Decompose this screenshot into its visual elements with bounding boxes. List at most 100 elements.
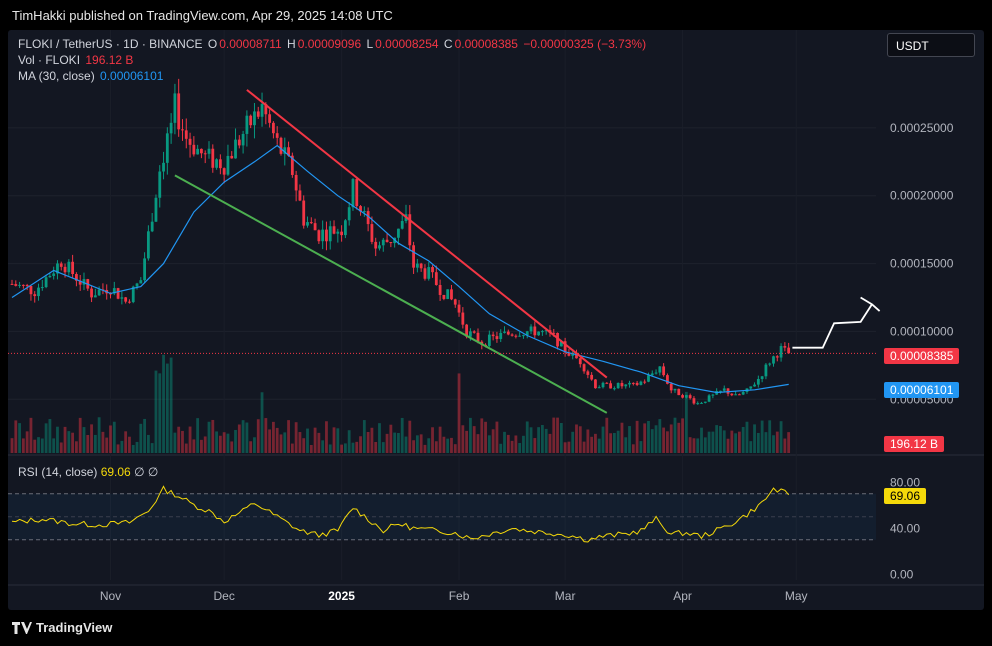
candle-body xyxy=(14,284,18,286)
candle-body xyxy=(97,289,101,296)
volume-bar xyxy=(548,433,552,453)
candle-body xyxy=(787,347,791,354)
candle-body xyxy=(230,155,234,159)
volume-bar xyxy=(215,431,218,453)
candle-body xyxy=(692,398,696,404)
candle-body xyxy=(563,341,567,353)
candle-body xyxy=(131,286,135,303)
candle-body xyxy=(234,139,237,159)
volume-bar xyxy=(578,426,582,453)
volume-bar xyxy=(48,419,52,453)
candle-body xyxy=(779,346,783,358)
volume-bar xyxy=(317,432,321,453)
candle-body xyxy=(397,228,400,238)
tradingview-logo-text: TradingView xyxy=(36,620,113,635)
volume-bar xyxy=(59,442,63,453)
tradingview-logo[interactable]: TradingView xyxy=(12,620,112,635)
price-tag: 0.00008385 xyxy=(884,348,960,364)
candle-body xyxy=(18,284,21,286)
candle-body xyxy=(44,277,48,288)
volume-bar xyxy=(510,440,514,453)
candle-body xyxy=(620,382,624,387)
volume-bar xyxy=(154,370,158,453)
candle-body xyxy=(116,288,120,299)
volume-bar xyxy=(586,429,590,453)
support-trendline xyxy=(174,174,608,414)
candle-body xyxy=(181,129,184,131)
volume-bar xyxy=(218,435,222,453)
volume-bar xyxy=(116,444,120,453)
volume-bar xyxy=(290,443,294,453)
rsi-tick-label: 80.00 xyxy=(890,475,920,489)
candle-body xyxy=(40,287,44,289)
price-tick-label: 0.00015000 xyxy=(890,257,954,271)
volume-bar xyxy=(768,420,772,453)
candle-body xyxy=(730,393,734,396)
candle-body xyxy=(658,366,662,373)
candle-body xyxy=(666,375,669,384)
volume-bar xyxy=(328,444,332,453)
ma-tag: 0.00006101 xyxy=(884,382,960,398)
volume-bar xyxy=(419,434,423,453)
volume-bar xyxy=(499,443,503,453)
candle-body xyxy=(215,159,218,168)
volume-bar xyxy=(650,429,654,453)
chart-svg[interactable]: 0.00025000 0.00020000 0.00015000 0.00010000… xyxy=(8,30,984,610)
volume-bar xyxy=(537,427,541,453)
volume-bar xyxy=(730,430,734,453)
volume-bar xyxy=(184,443,188,453)
volume-bar xyxy=(628,426,631,453)
volume-bar xyxy=(469,417,472,453)
candle-body xyxy=(711,394,715,396)
candle-body xyxy=(544,330,548,332)
candle-body xyxy=(522,335,525,337)
volume-bar xyxy=(525,421,529,453)
volume-bar xyxy=(582,441,586,453)
volume-bar xyxy=(563,442,567,453)
chart-container[interactable]: 0.00025000 0.00020000 0.00015000 0.00010000… xyxy=(8,30,984,610)
projection-arrowhead xyxy=(860,296,881,312)
volume-bar xyxy=(146,434,150,453)
candle-body xyxy=(616,382,620,389)
volume-bar xyxy=(393,432,397,453)
candle-body xyxy=(412,245,415,268)
open-label: O xyxy=(207,37,218,51)
volume-bar xyxy=(275,427,279,453)
candle-body xyxy=(684,395,688,398)
volume-bar xyxy=(268,429,272,453)
candle-body xyxy=(306,222,309,226)
volume-bar xyxy=(321,440,325,453)
time-tick-label: Dec xyxy=(213,589,234,603)
low-value: 0.00008254 xyxy=(375,37,439,51)
volume-bar xyxy=(44,423,48,453)
candle-body xyxy=(533,326,537,336)
candle-body xyxy=(67,261,71,273)
candle-body xyxy=(756,378,760,385)
time-tick-label: 2025 xyxy=(328,589,355,603)
candle-body xyxy=(643,381,647,383)
candle-body xyxy=(556,332,559,347)
candle-body xyxy=(499,332,503,339)
candle-body xyxy=(313,223,317,231)
volume-bar xyxy=(10,438,14,453)
volume-bar xyxy=(272,421,275,453)
volume-bar xyxy=(71,432,75,453)
tradingview-logo-icon xyxy=(12,621,32,634)
candle-body xyxy=(578,358,582,365)
candle-body xyxy=(37,287,40,297)
currency-button[interactable]: USDT xyxy=(887,33,975,57)
candle-body xyxy=(128,301,131,303)
volume-bar xyxy=(294,422,298,453)
candle-body xyxy=(518,335,522,337)
rsi-tag: 69.06 xyxy=(884,488,927,504)
volume-bar xyxy=(559,422,563,453)
candle-body xyxy=(124,297,128,302)
candle-body xyxy=(703,401,707,403)
volume-bar xyxy=(639,441,643,453)
volume-bar xyxy=(450,437,453,453)
candle-body xyxy=(586,371,590,375)
volume-bar xyxy=(567,441,571,453)
rsi-tick-label: 0.00 xyxy=(890,567,914,581)
candle-body xyxy=(450,289,453,300)
candle-body xyxy=(309,222,313,224)
